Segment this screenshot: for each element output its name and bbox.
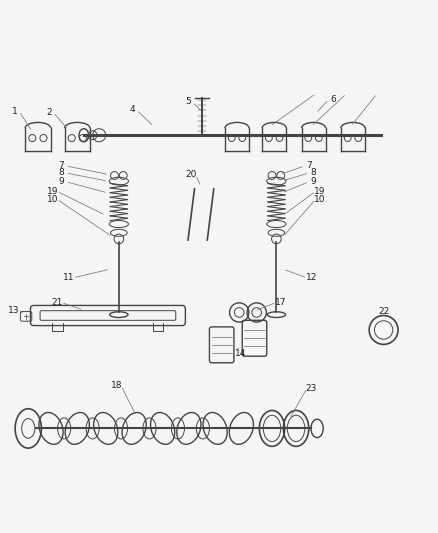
Text: 17: 17	[274, 298, 286, 307]
Text: 8: 8	[310, 168, 316, 177]
Text: 21: 21	[51, 298, 62, 307]
Text: 12: 12	[305, 273, 316, 282]
Text: 4: 4	[129, 106, 134, 115]
Text: 7: 7	[58, 161, 64, 171]
Text: 9: 9	[310, 177, 316, 186]
Text: 9: 9	[58, 177, 64, 186]
Text: 5: 5	[185, 98, 191, 107]
Text: 20: 20	[185, 170, 196, 179]
Text: 2: 2	[46, 108, 52, 117]
Text: 19: 19	[46, 187, 58, 196]
Text: 13: 13	[8, 306, 20, 315]
Text: 10: 10	[314, 195, 325, 204]
Text: 1: 1	[12, 107, 18, 116]
Text: 10: 10	[46, 195, 58, 204]
Text: 14: 14	[234, 349, 246, 358]
Text: 6: 6	[330, 95, 336, 104]
Text: 19: 19	[314, 187, 325, 196]
Text: 8: 8	[58, 168, 64, 177]
Text: 22: 22	[377, 306, 389, 316]
Text: 23: 23	[305, 384, 316, 393]
Text: 18: 18	[111, 381, 122, 390]
Text: 7: 7	[306, 161, 311, 171]
Text: 11: 11	[63, 273, 74, 282]
